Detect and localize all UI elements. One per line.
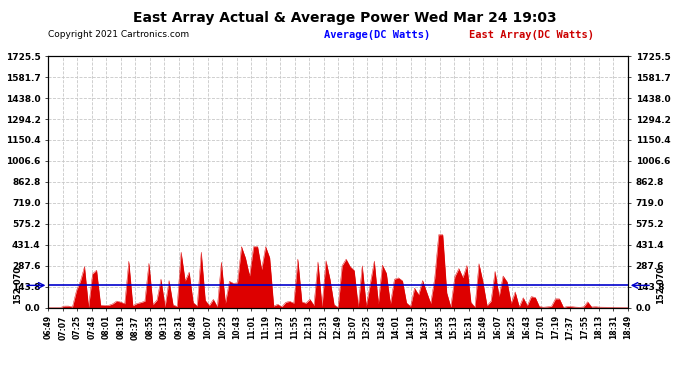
Text: 152.070: 152.070 [12, 266, 22, 305]
Text: Average(DC Watts): Average(DC Watts) [324, 30, 431, 40]
Text: Copyright 2021 Cartronics.com: Copyright 2021 Cartronics.com [48, 30, 190, 39]
Text: East Array Actual & Average Power Wed Mar 24 19:03: East Array Actual & Average Power Wed Ma… [133, 11, 557, 25]
Text: 152.070: 152.070 [656, 266, 666, 305]
Text: East Array(DC Watts): East Array(DC Watts) [469, 30, 594, 40]
